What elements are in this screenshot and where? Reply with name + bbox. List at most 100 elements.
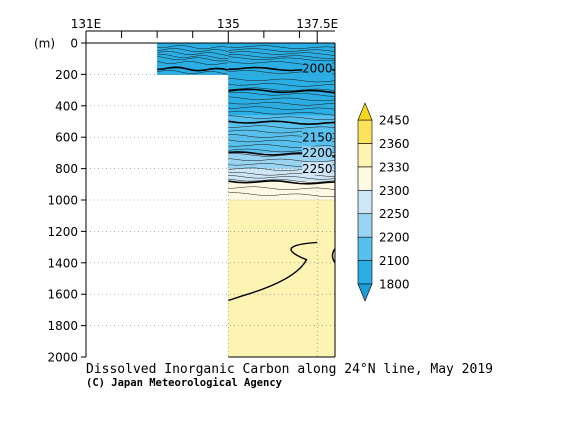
band-cell [228, 149, 335, 152]
colorbar-label: 2360 [379, 137, 410, 151]
contour-label: 2250 [302, 162, 333, 176]
y-tick-label: 2000 [47, 351, 78, 365]
y-tick-label: 600 [55, 131, 78, 145]
contour-line-bold [228, 120, 336, 126]
band-cell [228, 204, 335, 207]
band-cell [228, 269, 335, 272]
contour-line [228, 144, 336, 148]
contour-line [228, 172, 336, 177]
band-cell [228, 50, 335, 54]
band-cell [228, 52, 335, 55]
band-cell [228, 198, 335, 201]
contour-line [228, 158, 336, 163]
band-cell [228, 201, 335, 204]
band-cell [228, 346, 335, 349]
band-cell [228, 141, 335, 145]
contour-line [228, 106, 336, 110]
band-cell [228, 189, 335, 192]
contour-line [157, 48, 229, 52]
band-cell [228, 273, 335, 276]
contour-line [228, 51, 336, 56]
band-cell [228, 170, 335, 173]
band-cell [228, 325, 335, 328]
band-cell [228, 338, 335, 341]
band-cell [228, 168, 335, 171]
contour-line [228, 45, 336, 49]
band-cell [157, 63, 229, 66]
contour-label-bg [302, 146, 333, 160]
contour-line [228, 83, 335, 87]
band-cell [228, 336, 335, 339]
band-cell [228, 138, 335, 141]
band-cell [157, 66, 229, 69]
contour-line [228, 54, 336, 59]
band-cell [228, 250, 335, 253]
band-cell [228, 232, 335, 236]
band-cell [228, 333, 335, 336]
band-cell [228, 86, 335, 90]
band-cell [228, 49, 335, 52]
band-cell [228, 254, 335, 258]
colorbar-label: 2450 [379, 114, 410, 128]
band-cell [228, 267, 335, 270]
band-cell [228, 124, 335, 127]
band-cell [228, 242, 335, 245]
band-cell [228, 94, 335, 97]
band-cell [228, 88, 335, 91]
y-tick-label: 1600 [47, 288, 78, 302]
contour-lines [157, 45, 336, 302]
chart-credit: (C) Japan Meteorological Agency [86, 377, 283, 389]
band-cell [228, 295, 335, 298]
band-cell [228, 316, 335, 319]
band-cell [228, 137, 335, 140]
band-cell [228, 270, 335, 273]
band-cell [228, 121, 335, 124]
band-cell [228, 342, 335, 346]
band-cell [228, 314, 335, 317]
y-axis-unit-label: (m) [34, 37, 55, 51]
contour-line [157, 45, 229, 50]
band-cell [228, 44, 335, 47]
band-cell [228, 178, 335, 181]
colorbar-segment [357, 166, 373, 191]
band-cell [228, 195, 335, 198]
band-cell [228, 206, 335, 209]
band-cell [228, 289, 335, 292]
band-cell [228, 185, 335, 189]
band-cell [228, 77, 335, 80]
colorbar-label: 2300 [379, 184, 410, 198]
band-cell [157, 68, 229, 71]
contour-line-bold [228, 179, 336, 185]
x-tick-label: 137.5E [296, 17, 338, 31]
band-cell [228, 264, 335, 267]
band-cell [228, 108, 335, 112]
band-cell [228, 302, 335, 305]
band-cell [228, 283, 335, 286]
contour-line [157, 61, 229, 65]
band-cell [228, 229, 335, 232]
colorbar-high-tip [357, 102, 373, 121]
band-cell [228, 209, 335, 212]
band-cell [228, 214, 335, 217]
band-cell [228, 237, 335, 240]
band-cell [228, 234, 335, 237]
band-cell [228, 126, 335, 129]
band-cell [228, 262, 335, 265]
band-cell [228, 63, 335, 66]
colorbar-label: 2330 [379, 160, 410, 174]
band-cell [228, 157, 335, 160]
contour-line-bold [157, 66, 229, 72]
band-cell [228, 115, 335, 118]
band-cell [228, 226, 335, 229]
band-cell [228, 287, 335, 291]
band-cell [228, 248, 335, 251]
band-cell [228, 347, 335, 350]
band-cell [228, 159, 335, 162]
band-cell [228, 107, 335, 110]
band-cell [228, 258, 335, 261]
band-cell [228, 135, 335, 138]
colorbar-legend: 2450 2360 2330 2300 2250 2200 2100 1800 [357, 102, 410, 302]
contour-labels: 2000 2150 2200 2250 [302, 61, 333, 175]
band-cell [228, 101, 335, 104]
grid-lines [86, 43, 335, 357]
